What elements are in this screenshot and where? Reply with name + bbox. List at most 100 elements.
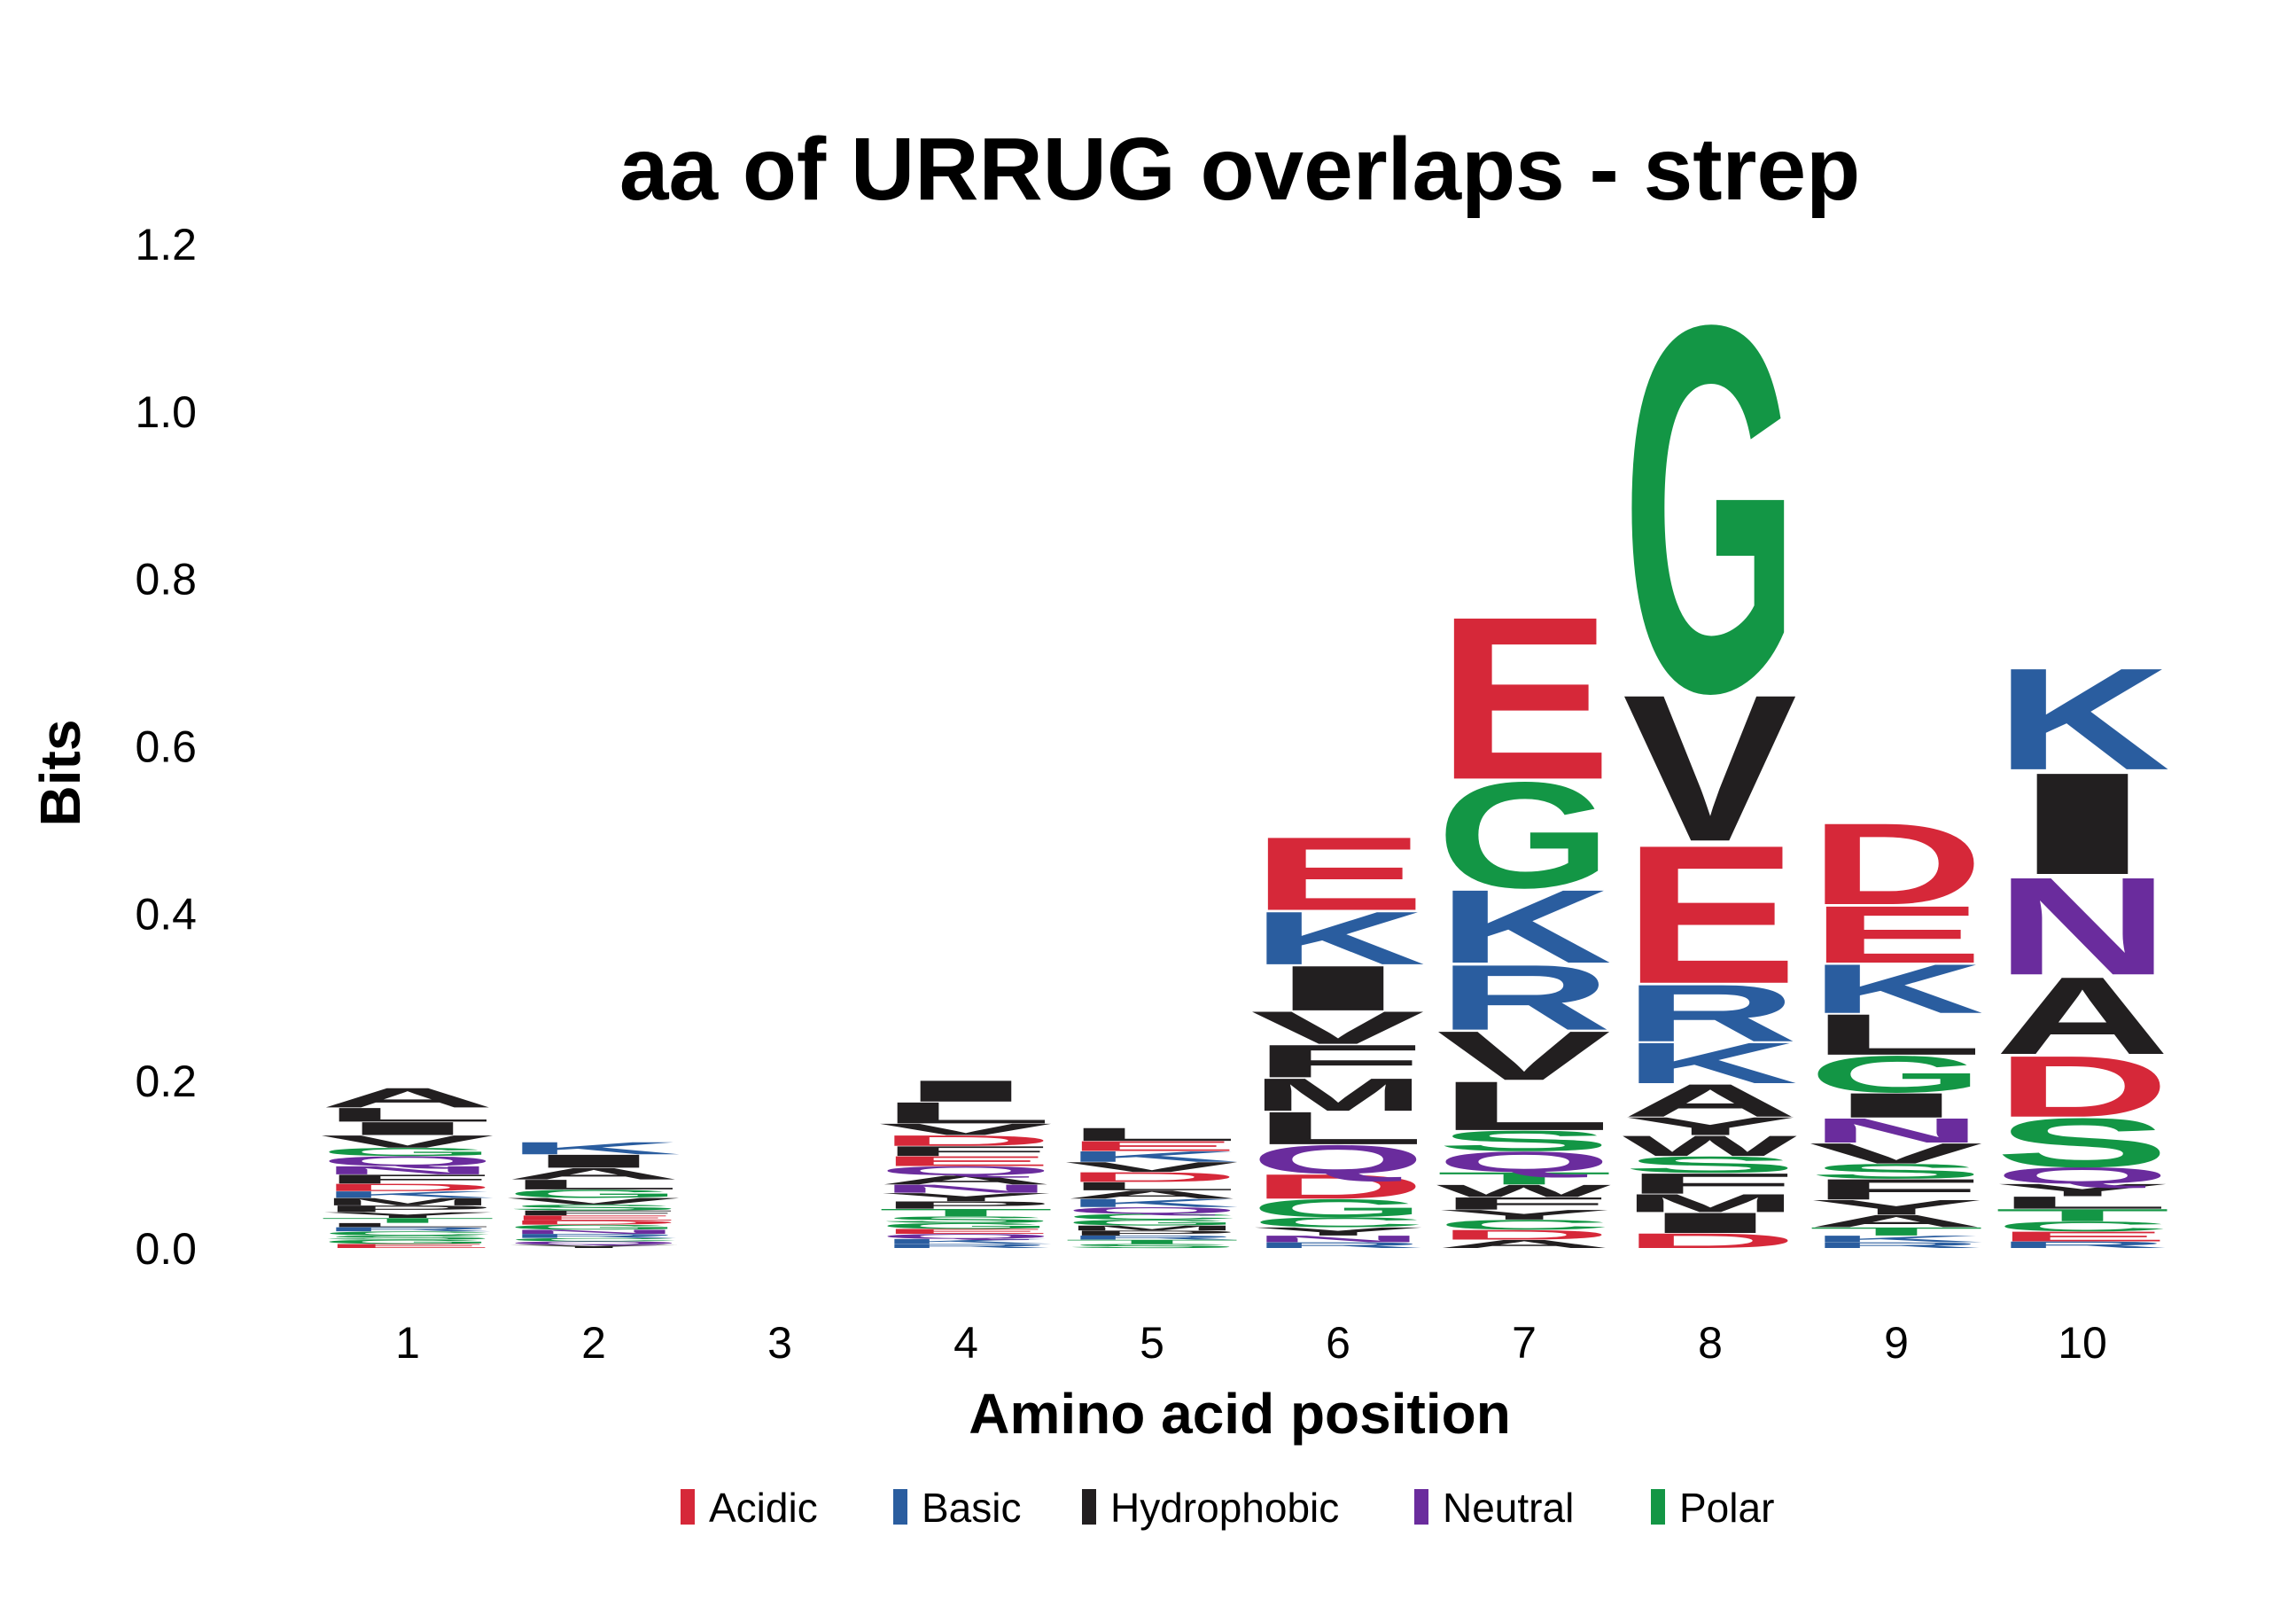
logo-letter-q: Q: [1436, 1146, 1612, 1178]
x-tick-label: 7: [1512, 1318, 1537, 1368]
x-tick-label: 10: [2058, 1318, 2107, 1368]
logo-letter-d: D: [878, 1132, 1054, 1149]
logo-letter-w: W: [1623, 1129, 1797, 1162]
legend-label: Neutral: [1443, 1485, 1574, 1531]
logo-letter-r: R: [1436, 946, 1612, 1049]
logo-letter-l: L: [878, 1096, 1054, 1129]
logo-letter-q: Q: [878, 1233, 1054, 1241]
logo-letter-d: D: [1809, 799, 1984, 929]
logo-letter-e: E: [1250, 815, 1426, 932]
logo-letter-l: L: [1064, 1180, 1240, 1193]
logo-letter-y: Y: [1436, 1207, 1612, 1223]
logo-letter-w: W: [1436, 1182, 1611, 1201]
logo-letter-a: A: [1995, 955, 2170, 1078]
logo-letter-s: S: [320, 1235, 495, 1241]
logo-letter-q: Q: [1995, 1163, 2170, 1189]
logo-letter-q: Q: [1250, 1136, 1426, 1182]
logo-letter-k: K: [878, 1237, 1054, 1245]
x-tick-label: 5: [1140, 1318, 1164, 1368]
logo-letter-k: K: [1995, 638, 2170, 800]
x-tick-label: 6: [1326, 1318, 1350, 1368]
logo-letter-p: P: [320, 1204, 495, 1214]
logo-letter-s: S: [1436, 1125, 1612, 1158]
logo-letter-f: F: [878, 1143, 1054, 1159]
logo-letter-n: N: [1995, 849, 2170, 1004]
logo-letter-d: D: [506, 1220, 681, 1226]
logo-letter-s: S: [1809, 1159, 1984, 1182]
x-tick-label: 2: [581, 1318, 606, 1368]
logo-letter-l: L: [1995, 1193, 2170, 1213]
logo-letter-v: V: [1623, 651, 1799, 885]
logo-letter-a: A: [506, 1165, 681, 1183]
logo-letter-f: F: [506, 1209, 681, 1217]
logo-letter-n: N: [320, 1164, 495, 1177]
logo-letter-v: V: [1436, 1017, 1611, 1095]
logo-letter-n: N: [1809, 1111, 1984, 1150]
logo-letter-f: F: [1623, 1167, 1798, 1200]
logo-letter-v: V: [506, 1196, 681, 1206]
logo-letter-t: T: [320, 1217, 495, 1225]
logo-letter-r: R: [1250, 1241, 1426, 1250]
logo-letter-a: A: [1064, 1188, 1240, 1201]
y-tick-label: 0.8: [135, 555, 197, 604]
logo-letter-v: V: [878, 1120, 1053, 1139]
logo-letter-m: M: [1623, 1189, 1798, 1217]
logo-letter-m: M: [1250, 1069, 1426, 1121]
logo-letter-q: Q: [506, 1241, 681, 1246]
logo-letter-l: L: [1064, 1124, 1240, 1144]
logo-letter-r: R: [1623, 968, 1798, 1058]
x-axis-label: Amino acid position: [969, 1382, 1511, 1446]
logo-letter-q: Q: [320, 1153, 495, 1169]
logo-letter-s: S: [1995, 1104, 2170, 1182]
x-tick-label: 9: [1884, 1318, 1909, 1368]
logo-letter-l: L: [1809, 1002, 1984, 1066]
logo-letter-r: R: [1995, 1240, 2170, 1251]
logo-letter-e: E: [1809, 889, 1984, 980]
legend: Acidic Basic Hydrophobic Neutral Polar: [681, 1485, 1774, 1531]
logo-letter-a: A: [320, 1082, 495, 1113]
logo-letter-v: V: [1064, 1159, 1239, 1175]
legend-label: Hydrophobic: [1110, 1485, 1339, 1531]
logo-letter-g: G: [320, 1238, 495, 1244]
logo-letter-e: E: [506, 1214, 681, 1222]
logo-letter-n: N: [506, 1228, 681, 1235]
logo-letter-f: F: [1809, 1173, 1984, 1205]
logo-stacks: EGSCRLTYPMKDFNQGVILAYQCRNGDEFSVGLAIKRKQE…: [320, 218, 2170, 1252]
logo-letter-q: Q: [878, 1164, 1054, 1178]
logo-letter-d: D: [1064, 1169, 1240, 1185]
logo-letter-y: Y: [1623, 1112, 1798, 1140]
logo-letter-e: E: [878, 1153, 1054, 1169]
y-tick-label: 1.2: [135, 220, 197, 269]
logo-letter-a: A: [1809, 1212, 1984, 1231]
logo-letter-g: G: [1064, 1218, 1240, 1227]
logo-letter-c: C: [1250, 1214, 1426, 1230]
logo-letter-s: S: [506, 1203, 681, 1212]
logo-letter-n: N: [1250, 1234, 1426, 1244]
chart-title: aa of URRUG overlaps - strep: [619, 120, 1860, 219]
logo-letter-i: I: [1623, 1206, 1798, 1239]
x-tick-label: 1: [395, 1318, 420, 1368]
logo-letter-t: T: [1809, 1225, 1984, 1238]
logo-letter-k: K: [1623, 1031, 1798, 1096]
logo-letter-l: L: [320, 1104, 495, 1126]
logo-letter-k: K: [1809, 949, 1984, 1027]
logo-letter-l: L: [506, 1177, 681, 1193]
logo-letter-k: K: [506, 1139, 681, 1158]
logo-letter-c: C: [1064, 1213, 1240, 1221]
logo-letter-v: V: [1809, 1137, 1983, 1170]
legend-label: Basic: [922, 1485, 1021, 1531]
logo-letter-g: G: [506, 1188, 681, 1201]
logo-letter-c: C: [1436, 1217, 1612, 1233]
logo-letter-c: C: [1995, 1219, 2170, 1235]
y-axis-label: Bits: [28, 720, 92, 827]
legend-swatch: [681, 1489, 695, 1525]
logo-letter-c: C: [506, 1237, 681, 1243]
logo-letter-v: V: [1250, 1002, 1425, 1054]
y-tick-label: 0.0: [135, 1224, 197, 1274]
logo-letter-f: F: [1250, 1035, 1426, 1088]
legend-swatch: [1651, 1489, 1665, 1525]
logo-letter-r: R: [1064, 1235, 1240, 1241]
logo-letter-i: I: [1809, 1086, 1984, 1125]
logo-letter-d: D: [320, 1182, 495, 1193]
